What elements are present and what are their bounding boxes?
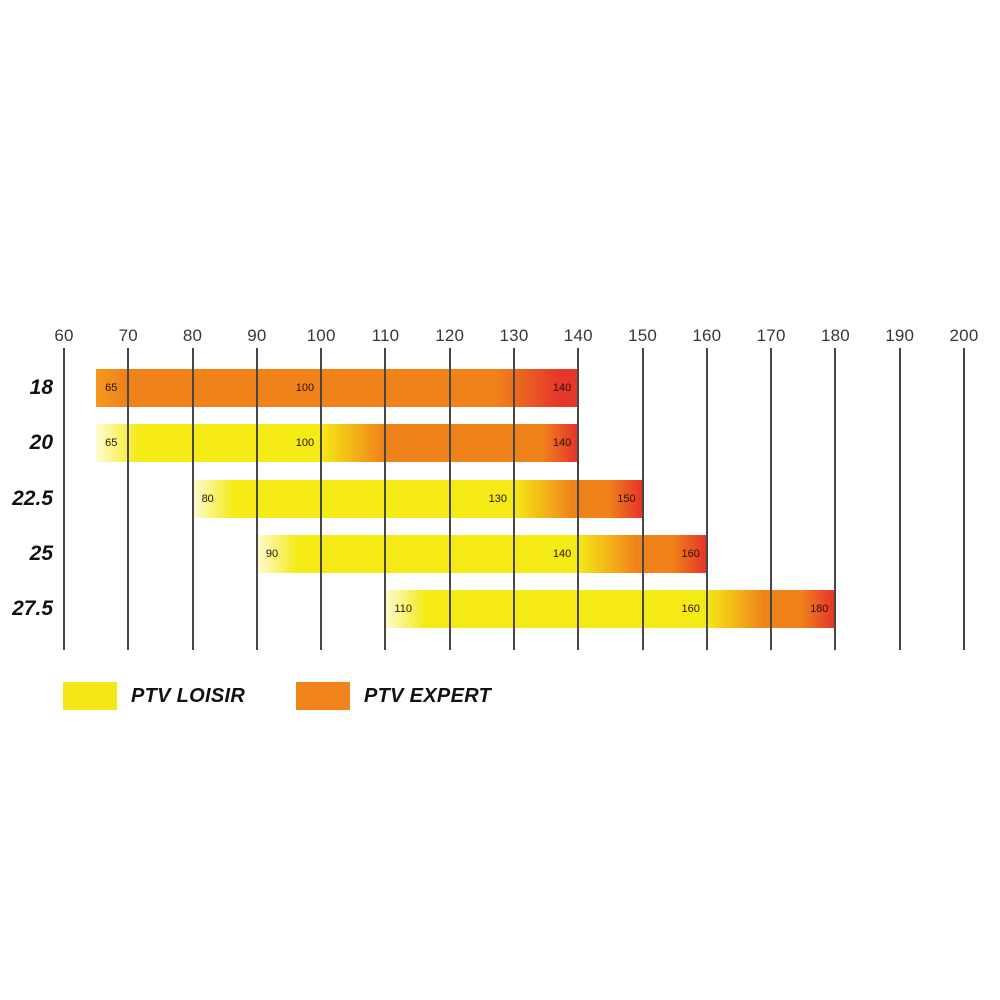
bar-value-label: 90 bbox=[265, 548, 279, 560]
axis-tick-label: 140 bbox=[563, 326, 593, 345]
bar-value-label: 140 bbox=[552, 437, 572, 449]
axis-tick-label: 130 bbox=[499, 326, 529, 345]
legend-item-expert: PTV EXPERT bbox=[296, 682, 491, 710]
axis-tick-label: 200 bbox=[949, 326, 979, 345]
gridline bbox=[963, 348, 965, 650]
axis-tick-label: 120 bbox=[435, 326, 465, 345]
row-label-25: 25 bbox=[29, 542, 53, 565]
axis-tick-label: 150 bbox=[628, 326, 658, 345]
gridline bbox=[577, 348, 580, 650]
gridline bbox=[255, 348, 258, 650]
gridline bbox=[834, 348, 837, 650]
gridline bbox=[770, 348, 773, 650]
legend-label-expert: PTV EXPERT bbox=[364, 684, 492, 707]
axis-tick-label: 190 bbox=[885, 326, 915, 345]
bar-value-label: 160 bbox=[681, 603, 700, 615]
axis-tick-label: 90 bbox=[247, 326, 267, 345]
bar-value-label: 160 bbox=[681, 548, 700, 560]
axis-tick-label: 160 bbox=[692, 326, 722, 345]
bar-value-label: 65 bbox=[105, 382, 118, 394]
row-label-27.5: 27.5 bbox=[12, 597, 53, 620]
legend-label-loisir: PTV LOISIR bbox=[131, 684, 246, 707]
row-label-20: 20 bbox=[29, 431, 53, 454]
range-bar-27.5: 110 160 180 bbox=[385, 590, 836, 628]
bar-value-label: 140 bbox=[552, 548, 572, 560]
legend-swatch-expert-icon bbox=[296, 682, 350, 710]
axis-tick-label: 110 bbox=[371, 326, 400, 345]
bar-value-label: 150 bbox=[617, 493, 636, 505]
row-label-22.5: 22.5 bbox=[12, 487, 53, 510]
gridline bbox=[191, 348, 194, 650]
range-bar-22.5: 80 130 150 bbox=[192, 480, 643, 518]
row-label-18: 18 bbox=[29, 376, 53, 399]
bar-value-label: 110 bbox=[394, 603, 412, 615]
bar-value-label: 180 bbox=[810, 603, 829, 615]
bar-value-label: 140 bbox=[552, 382, 572, 394]
bar-value-label: 80 bbox=[201, 493, 214, 505]
bar-value-label: 100 bbox=[295, 382, 315, 394]
bar-value-label: 130 bbox=[488, 493, 507, 505]
range-bar-18: 65 100 140 bbox=[96, 369, 579, 407]
axis-tick-label: 80 bbox=[182, 326, 203, 345]
gridline bbox=[448, 348, 451, 650]
gridline bbox=[513, 348, 515, 650]
gridline bbox=[641, 348, 644, 650]
legend-item-loisir: PTV LOISIR bbox=[63, 682, 245, 710]
axis-tick-label: 180 bbox=[820, 326, 850, 345]
range-bar-20: 65 100 140 bbox=[96, 424, 579, 462]
range-bar-25: 90 140 160 bbox=[256, 535, 707, 573]
bar-value-label: 100 bbox=[295, 437, 315, 449]
gridline bbox=[705, 348, 708, 650]
axis-tick-label: 60 bbox=[54, 326, 74, 345]
gridline bbox=[127, 348, 130, 650]
gridline bbox=[898, 348, 901, 650]
axis-tick-label: 70 bbox=[118, 326, 138, 345]
gridline bbox=[320, 348, 323, 650]
gridline bbox=[63, 348, 65, 650]
legend-swatch-loisir-icon bbox=[63, 682, 117, 710]
axis-tick-label: 100 bbox=[306, 326, 336, 345]
bar-value-label: 65 bbox=[105, 437, 118, 449]
axis-tick-label: 170 bbox=[756, 326, 786, 345]
gridline bbox=[384, 348, 387, 650]
